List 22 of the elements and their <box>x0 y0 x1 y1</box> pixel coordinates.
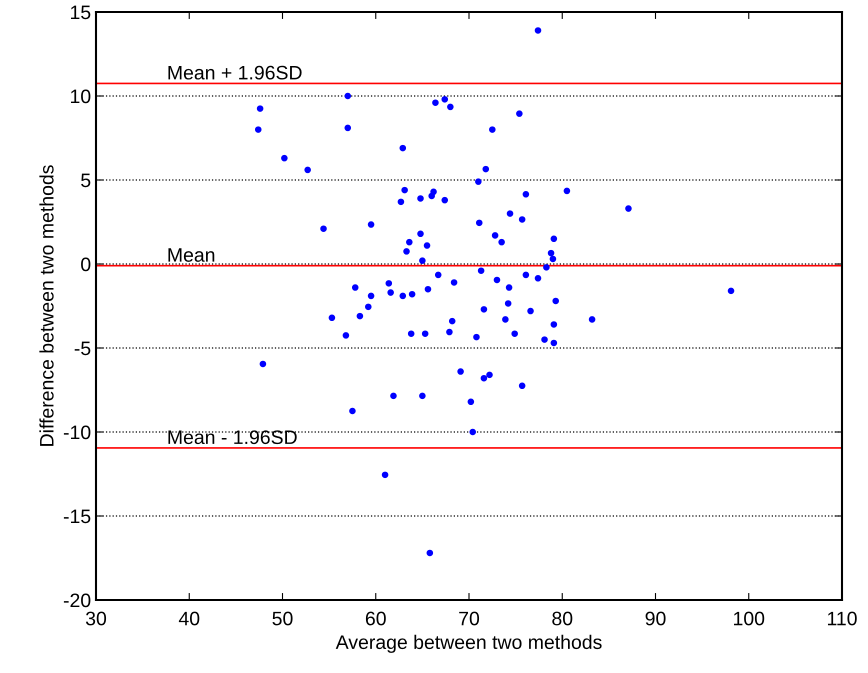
y-tick-label: 10 <box>70 89 90 104</box>
x-tick-label: 100 <box>734 612 764 626</box>
ref-line-label: Mean <box>168 248 214 262</box>
x-tick-label: 60 <box>366 612 386 626</box>
x-axis-title: Average between two methods <box>336 634 602 653</box>
x-tick-label: 50 <box>272 612 293 626</box>
y-tick-label: -15 <box>64 510 90 524</box>
y-tick-label: 5 <box>81 174 90 188</box>
x-tick-label: 110 <box>828 612 857 626</box>
x-tick-label: 90 <box>646 612 666 626</box>
x-tick-label: 30 <box>86 612 106 626</box>
y-tick-label: 0 <box>81 257 90 272</box>
y-tick-label: 15 <box>70 6 90 20</box>
x-tick-label: 70 <box>459 612 480 626</box>
x-tick-label: 40 <box>178 612 200 626</box>
x-tick-label: 80 <box>552 612 572 626</box>
ref-line-label: Mean - 1.96SD <box>168 430 297 444</box>
ref-line-label: Mean + 1.96SD <box>168 66 302 80</box>
y-axis-title: Difference between two methods <box>39 165 54 446</box>
y-tick-label: -20 <box>64 593 90 608</box>
y-tick-label: -10 <box>64 425 90 440</box>
y-tick-label: -5 <box>74 342 90 356</box>
